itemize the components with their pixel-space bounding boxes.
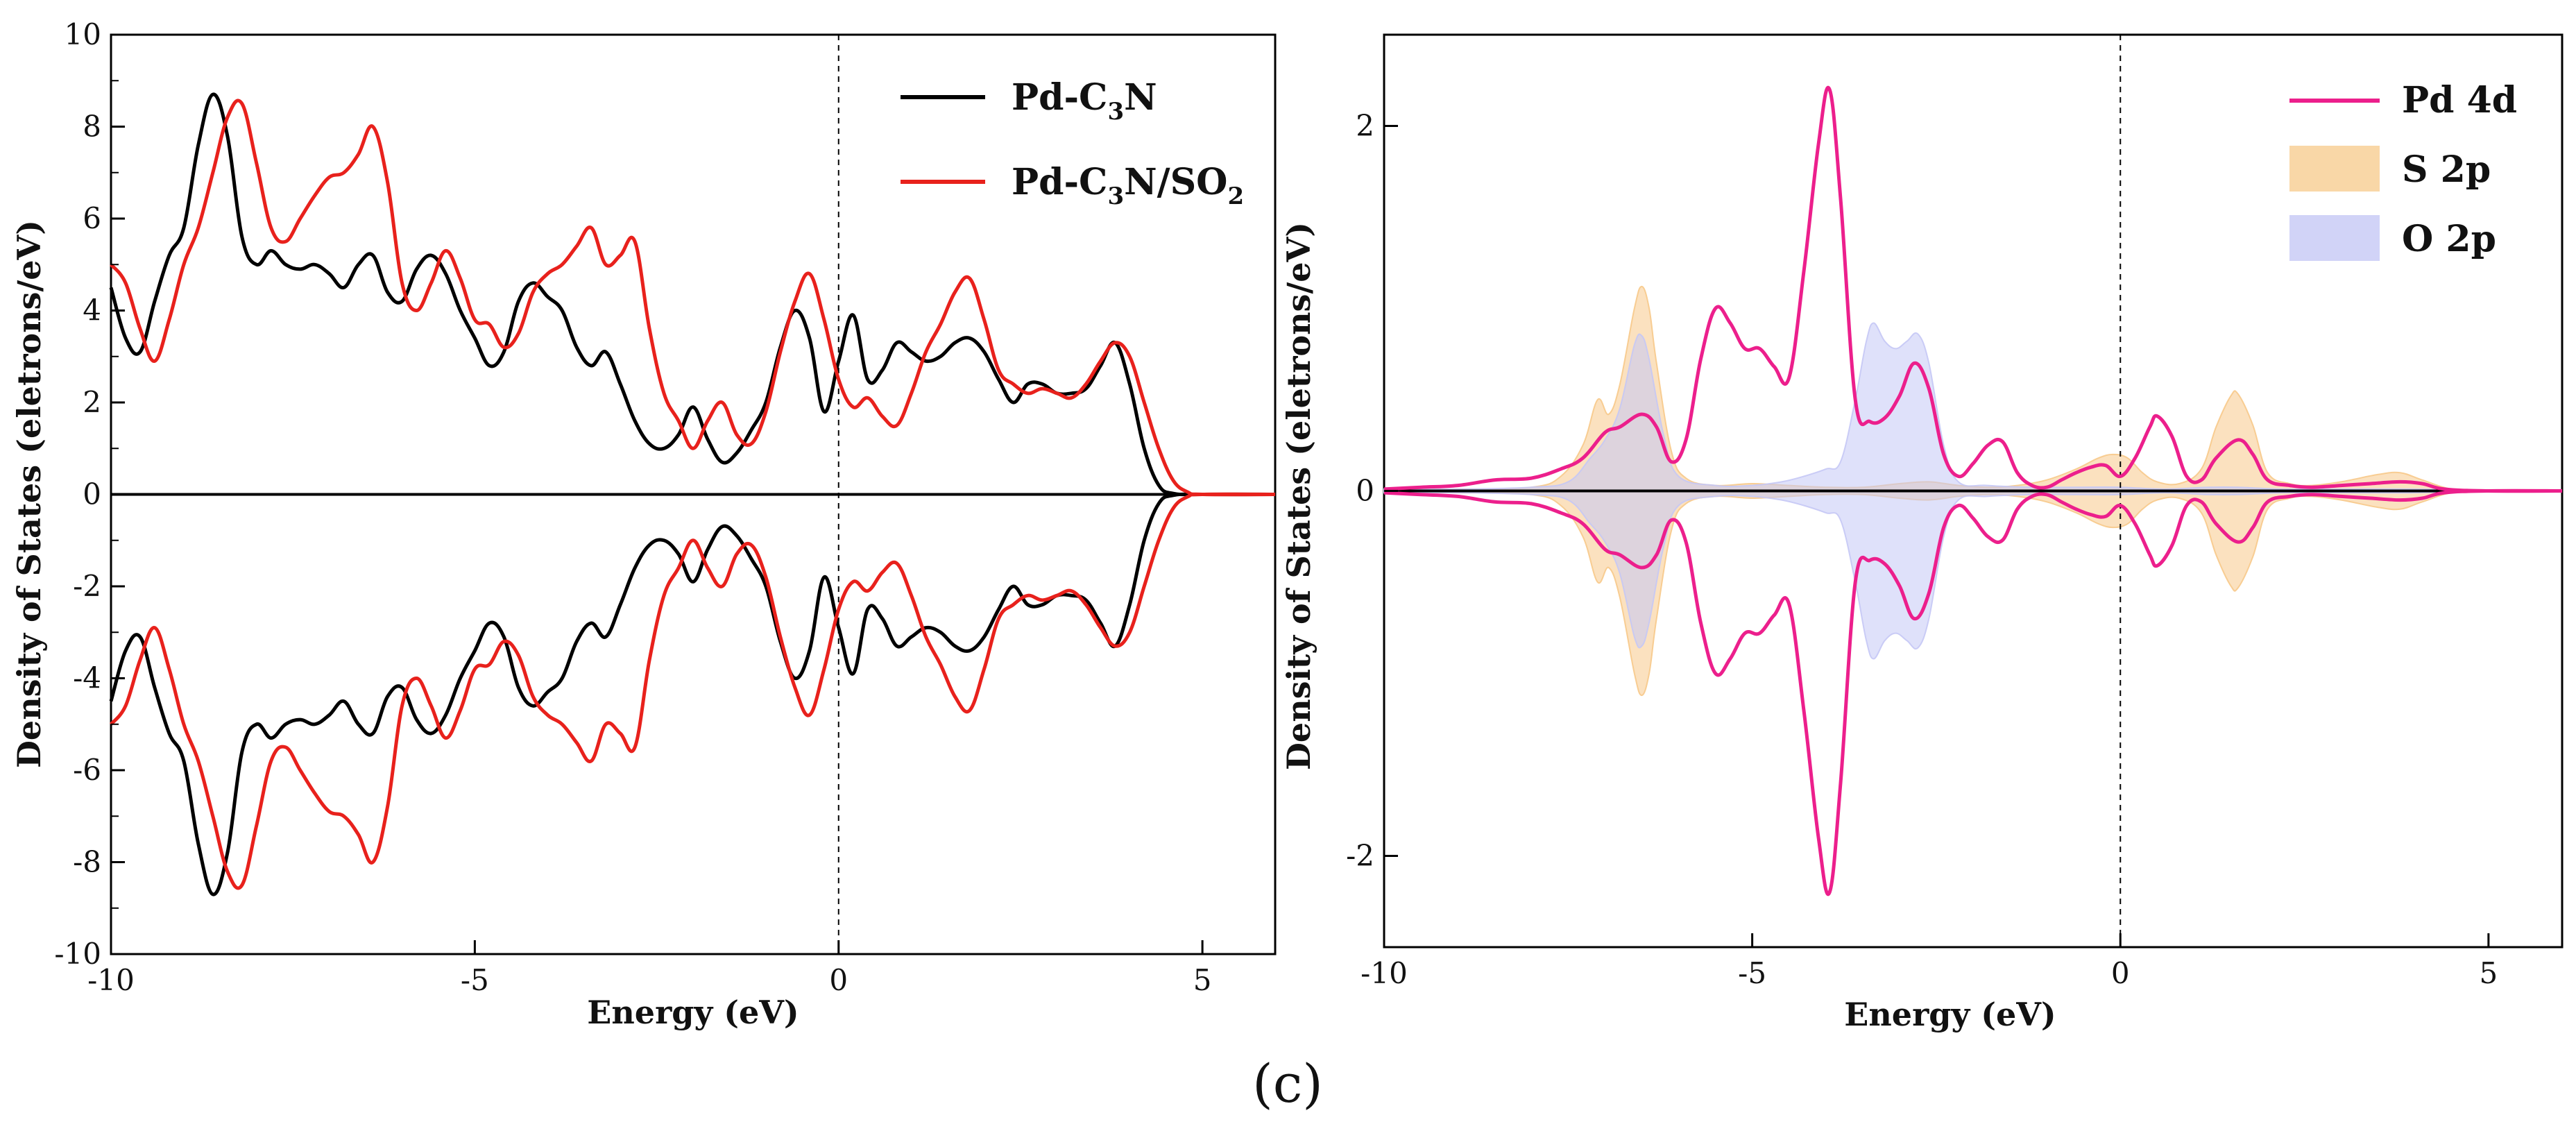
- y-tick-label: -8: [73, 845, 101, 879]
- y-tick-label: -2: [73, 569, 101, 603]
- legend-swatch-o-2p: [2289, 215, 2380, 261]
- legend-label-pd-4d: Pd 4d: [2402, 79, 2517, 121]
- panel-label: (c): [1252, 1053, 1323, 1114]
- x-tick-label: 5: [1193, 963, 1212, 997]
- area-up-2: [1383, 322, 2563, 492]
- x-tick-label: 0: [2111, 956, 2130, 990]
- x-axis-title: Energy (eV): [1844, 996, 2056, 1033]
- y-tick-label: 6: [83, 201, 101, 235]
- legend: Pd-C3N Pd-C3N/SO2: [901, 76, 1244, 210]
- x-tick-label: -10: [1360, 956, 1408, 990]
- fermi-and-zero-lines: [1384, 35, 2562, 947]
- legend-label-pd-c3n: Pd-C3N: [1012, 76, 1157, 126]
- y-tick-label: -6: [73, 753, 101, 787]
- y-axis-title: Density of States (eletrons/eV): [10, 220, 48, 768]
- y-tick-label: 8: [83, 110, 101, 144]
- y-tick-label: 2: [1356, 109, 1374, 143]
- legend-label-o-2p: O 2p: [2402, 218, 2496, 260]
- legend-swatch-s-2p: [2289, 146, 2380, 192]
- y-tick-label: -4: [73, 661, 101, 695]
- series-line-up-0: [109, 92, 1276, 497]
- legend-label-pd-c3n-so2: Pd-C3N/SO2: [1012, 161, 1244, 210]
- area-down-2: [1383, 490, 2563, 660]
- fermi-and-zero-lines: [111, 35, 1275, 954]
- total-dos-chart: -10 -8 -6 -4 -2 0 2 4 6 8 10 -10 -5 0 5 Energy (eV) D…: [10, 17, 1277, 1031]
- legend: Pd 4d S 2p O 2p: [2289, 79, 2517, 261]
- y-tick-label: 0: [83, 477, 101, 511]
- projected-dos-chart: -2 0 2 -10 -5 0 5 Energy (eV) Density of Stat…: [1280, 33, 2564, 1033]
- pd-4d-series: [1383, 85, 2563, 896]
- series-line-down-0: [109, 492, 1276, 896]
- y-tick-labels: -10 -8 -6 -4 -2 0 2 4 6 8 10: [54, 17, 125, 971]
- dos-series: [109, 92, 1276, 896]
- y-tick-labels: -2 0 2: [1346, 109, 1398, 873]
- y-tick-label: 0: [1356, 474, 1374, 508]
- series-line-up-1: [110, 99, 1276, 497]
- legend-label-s-2p: S 2p: [2402, 148, 2491, 191]
- x-tick-label: -5: [1738, 956, 1766, 990]
- y-tick-label: 4: [83, 294, 101, 328]
- series-line-down-0: [1383, 488, 2563, 896]
- x-tick-labels: -10 -5 0 5: [1360, 933, 2498, 990]
- y-axis-title: Density of States (eletrons/eV): [1280, 222, 1317, 770]
- x-tick-labels: -10 -5 0 5: [87, 940, 1211, 997]
- x-tick-label: -10: [87, 963, 135, 997]
- y-tick-label: 2: [83, 385, 101, 419]
- series-line-up-0: [1383, 85, 2563, 493]
- x-tick-label: -5: [461, 963, 489, 997]
- y-tick-label: 10: [65, 17, 101, 51]
- x-axis-title: Energy (eV): [587, 994, 799, 1031]
- y-tick-label: -2: [1346, 839, 1374, 873]
- series-line-down-1: [110, 492, 1276, 890]
- y-tick-label: -10: [54, 937, 101, 971]
- x-tick-label: 5: [2480, 956, 2498, 990]
- x-tick-label: 0: [829, 963, 848, 997]
